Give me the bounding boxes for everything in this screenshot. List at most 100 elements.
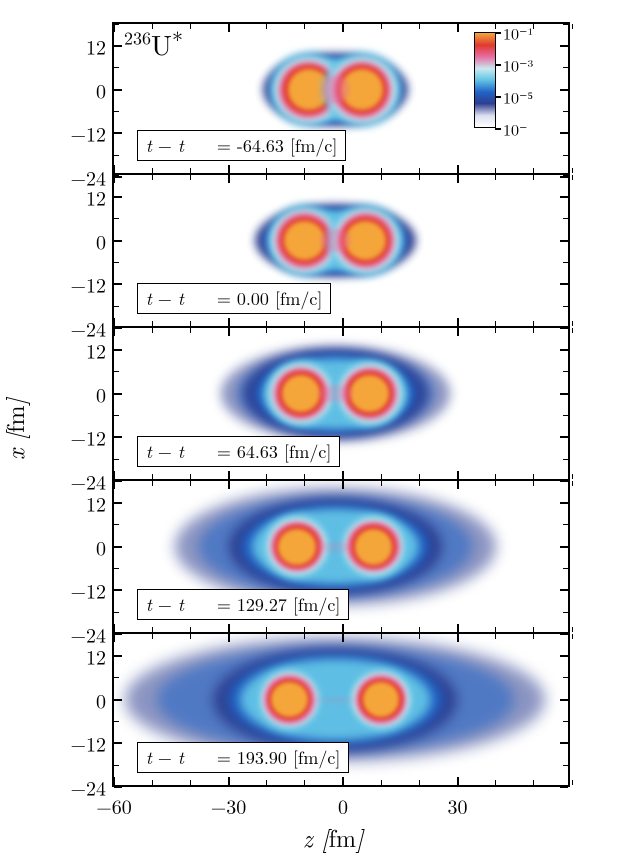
ytick <box>114 589 122 591</box>
ytick <box>114 655 122 657</box>
ytick <box>114 45 122 47</box>
time-annotation: t − t = 0.00 [fm/c] <box>137 283 331 314</box>
xtick <box>342 328 344 336</box>
xtick <box>228 328 230 336</box>
ytick <box>560 89 568 91</box>
xtick <box>457 175 459 183</box>
y-axis-var: x [fm] <box>0 398 31 460</box>
xtick <box>457 634 459 642</box>
time-annotation: t − t = 193.90 [fm/c] <box>137 742 349 773</box>
xtick <box>113 481 115 489</box>
ytick-label: 0 <box>96 75 106 104</box>
ytick <box>560 436 568 438</box>
ytick-label: 12 <box>86 182 106 211</box>
xtick <box>228 175 230 183</box>
xtick <box>113 634 115 642</box>
xtick <box>228 24 230 32</box>
ytick <box>560 502 568 504</box>
ytick <box>560 283 568 285</box>
xtick <box>457 328 459 336</box>
ytick-label: 0 <box>96 226 106 255</box>
colorbar-tick-label: 10⁻ <box>503 118 527 141</box>
ytick <box>114 699 122 701</box>
density-panel-3: −24−12012t − t = 129.27 [fm/c] <box>112 481 570 634</box>
xtick <box>342 634 344 642</box>
xtick <box>457 318 459 326</box>
density-panel-0: −24−12012t − t = -64.63 [fm/c]236U*10⁻¹1… <box>112 22 570 175</box>
y-axis-label: x [fm] <box>0 398 31 460</box>
x-axis-var: z [fm] <box>303 820 364 854</box>
xtick <box>342 624 344 632</box>
xtick <box>342 24 344 32</box>
xtick <box>228 318 230 326</box>
xtick <box>228 624 230 632</box>
ytick <box>114 196 122 198</box>
xtick <box>113 328 115 336</box>
ytick-label: −12 <box>70 576 106 605</box>
time-annotation: t − t = -64.63 [fm/c] <box>137 130 346 161</box>
ytick <box>114 436 122 438</box>
ytick <box>560 349 568 351</box>
xtick <box>457 624 459 632</box>
ytick <box>560 742 568 744</box>
ytick <box>114 546 122 548</box>
nuclide-label: 236U* <box>124 24 183 64</box>
xtick <box>457 471 459 479</box>
xtick-label: −30 <box>211 791 247 820</box>
xtick <box>113 471 115 479</box>
xtick-label: 0 <box>338 791 348 820</box>
ytick-label: 12 <box>86 488 106 517</box>
colorbar-tick <box>495 128 501 130</box>
ytick <box>560 546 568 548</box>
ytick-label: 12 <box>86 31 106 60</box>
xtick <box>113 777 115 785</box>
ytick-label: 0 <box>96 379 106 408</box>
colorbar-tick-label: 10⁻³ <box>503 54 533 77</box>
xtick <box>113 318 115 326</box>
xtick <box>228 777 230 785</box>
ytick <box>560 589 568 591</box>
colorbar-tick <box>495 64 501 66</box>
ytick <box>560 786 568 788</box>
xtick-label: 30 <box>448 791 468 820</box>
xtick <box>342 175 344 183</box>
xtick <box>457 481 459 489</box>
ytick <box>114 89 122 91</box>
ytick <box>114 240 122 242</box>
ytick <box>114 502 122 504</box>
xtick <box>228 481 230 489</box>
ytick <box>560 132 568 134</box>
xtick <box>228 165 230 173</box>
x-axis-label: z [fm] <box>303 820 364 854</box>
ytick <box>560 240 568 242</box>
ytick <box>560 196 568 198</box>
time-annotation: t − t = 129.27 [fm/c] <box>137 589 349 620</box>
xtick <box>228 634 230 642</box>
xtick <box>228 471 230 479</box>
ytick-label: −12 <box>70 119 106 148</box>
density-panel-4: −24−12012−60−30030t − t = 193.90 [fm/c] <box>112 634 570 787</box>
xtick <box>457 165 459 173</box>
xtick <box>342 165 344 173</box>
xtick <box>113 175 115 183</box>
ytick <box>114 349 122 351</box>
ytick <box>560 393 568 395</box>
ytick <box>114 393 122 395</box>
ytick-label: −12 <box>70 270 106 299</box>
ytick <box>560 45 568 47</box>
time-annotation: t − t = 64.63 [fm/c] <box>137 436 340 467</box>
ytick-label: 0 <box>96 532 106 561</box>
xtick <box>113 165 115 173</box>
ytick-label: 12 <box>86 641 106 670</box>
xtick <box>342 777 344 785</box>
density-panel-1: −24−12012t − t = 0.00 [fm/c] <box>112 175 570 328</box>
xtick <box>457 24 459 32</box>
xtick <box>342 318 344 326</box>
ytick-label: −12 <box>70 729 106 758</box>
ytick-label: 12 <box>86 335 106 364</box>
ytick-label: 0 <box>96 685 106 714</box>
density-panel-2: −24−12012t − t = 64.63 [fm/c] <box>112 328 570 481</box>
colorbar: 10⁻¹10⁻³10⁻⁵10⁻ <box>474 32 496 128</box>
xtick-label: −60 <box>96 791 132 820</box>
ytick <box>114 132 122 134</box>
